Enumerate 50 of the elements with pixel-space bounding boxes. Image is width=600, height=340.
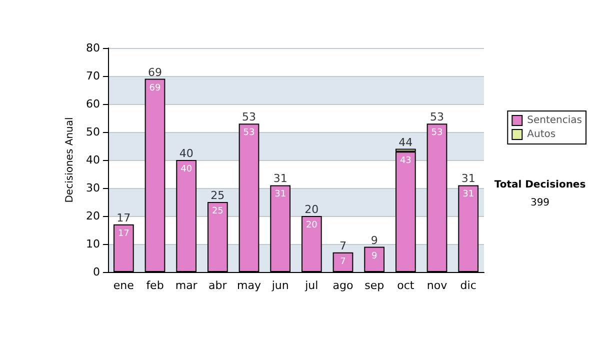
y-tick-label: 0 bbox=[93, 266, 100, 278]
y-tick-label: 20 bbox=[86, 210, 100, 222]
total-label: 53 bbox=[242, 110, 256, 124]
data-label: 43 bbox=[400, 156, 412, 166]
legend-label: Autos bbox=[527, 129, 556, 140]
y-tick-label: 70 bbox=[86, 70, 100, 82]
total-label: 17 bbox=[116, 211, 131, 224]
total-label: 44 bbox=[398, 136, 413, 149]
x-tick-label: abr bbox=[208, 279, 228, 292]
y-tick-label: 40 bbox=[86, 154, 100, 166]
legend-label: Sentencias bbox=[527, 115, 582, 126]
data-label: 69 bbox=[149, 83, 161, 94]
total-label: 53 bbox=[430, 110, 444, 124]
data-label: 20 bbox=[306, 220, 318, 230]
y-axis-title: Decisiones Anual bbox=[64, 117, 76, 203]
data-label: 7 bbox=[340, 256, 346, 267]
data-label: 53 bbox=[431, 128, 443, 138]
text: Total Decisiones bbox=[494, 180, 586, 190]
y-tick-label: 60 bbox=[86, 98, 100, 110]
x-tick-label: nov bbox=[426, 279, 448, 292]
text: 399 bbox=[530, 198, 550, 208]
data-label: 53 bbox=[243, 128, 255, 138]
x-tick-label: dic bbox=[460, 279, 476, 292]
total-label: 31 bbox=[273, 172, 288, 186]
total-label: 20 bbox=[304, 203, 319, 216]
x-tick-label: ago bbox=[332, 279, 354, 292]
x-tick-label: feb bbox=[146, 279, 164, 292]
x-tick-label: jun bbox=[270, 279, 289, 292]
x-tick-label: jul bbox=[304, 279, 318, 292]
x-tick-label: may bbox=[237, 279, 262, 292]
total-label: 40 bbox=[179, 147, 194, 160]
y-tick-label: 30 bbox=[86, 182, 100, 194]
data-label: 31 bbox=[462, 190, 474, 200]
total-label: 69 bbox=[148, 66, 162, 79]
data-label: 17 bbox=[118, 228, 130, 239]
data-label: 31 bbox=[274, 190, 286, 200]
x-tick-label: oct bbox=[397, 279, 415, 292]
y-tick-label: 80 bbox=[86, 42, 100, 54]
x-tick-label: sep bbox=[364, 279, 384, 292]
total-label: 7 bbox=[340, 239, 346, 252]
data-label: 40 bbox=[180, 164, 192, 174]
data-label: 9 bbox=[371, 251, 378, 262]
x-tick-label: mar bbox=[175, 279, 198, 292]
y-tick-label: 50 bbox=[86, 126, 100, 138]
data-label: 25 bbox=[212, 206, 224, 216]
x-tick-label: ene bbox=[113, 279, 134, 292]
total-label: 25 bbox=[210, 189, 225, 202]
total-label: 9 bbox=[370, 234, 378, 247]
y-tick-label: 10 bbox=[86, 238, 100, 250]
total-label: 31 bbox=[461, 172, 476, 186]
